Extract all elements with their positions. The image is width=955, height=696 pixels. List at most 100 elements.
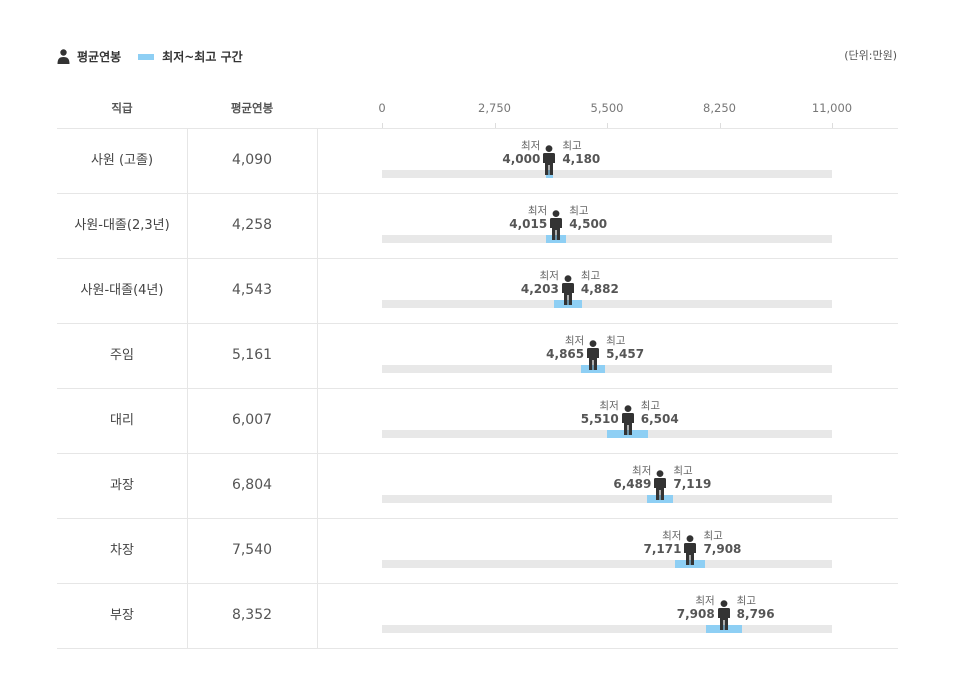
max-value: 4,500 bbox=[569, 217, 608, 231]
max-value: 7,908 bbox=[703, 542, 742, 556]
grade-cell: 대리 bbox=[110, 413, 134, 428]
min-value: 7,171 bbox=[643, 542, 682, 556]
range-track bbox=[382, 170, 832, 178]
min-value: 4,015 bbox=[509, 217, 548, 231]
grade-cell: 과장 bbox=[110, 478, 134, 493]
row-divider bbox=[57, 388, 898, 389]
avg-salary-cell: 4,090 bbox=[231, 152, 273, 168]
x-tick-mark bbox=[495, 123, 496, 129]
min-label: 최저 bbox=[527, 205, 548, 217]
max-label: 최고 bbox=[640, 400, 661, 412]
avg-salary-cell: 5,161 bbox=[231, 347, 273, 363]
max-value: 4,180 bbox=[562, 152, 601, 166]
min-label: 최저 bbox=[599, 400, 619, 412]
avg-person-marker bbox=[684, 535, 697, 565]
min-label: 최저 bbox=[695, 595, 715, 607]
row-divider bbox=[57, 518, 898, 519]
min-value: 7,908 bbox=[676, 607, 715, 621]
max-label: 최고 bbox=[703, 530, 723, 542]
max-label: 최고 bbox=[736, 595, 756, 607]
avg-person-marker bbox=[550, 210, 563, 240]
min-label: 최저 bbox=[632, 465, 652, 477]
x-tick-mark bbox=[607, 123, 608, 129]
range-track bbox=[382, 235, 832, 243]
range-swatch-icon bbox=[138, 54, 155, 60]
row-divider bbox=[57, 258, 898, 259]
grade-cell: 사원 (고졸) bbox=[90, 153, 154, 168]
range-track bbox=[382, 495, 832, 503]
row-divider bbox=[57, 648, 898, 649]
avg-salary-cell: 8,352 bbox=[231, 607, 273, 623]
row-divider bbox=[57, 323, 898, 324]
max-value: 5,457 bbox=[606, 347, 645, 361]
min-label: 최저 bbox=[539, 270, 559, 282]
range-track bbox=[382, 560, 832, 568]
avg-salary-cell: 6,007 bbox=[231, 412, 273, 428]
max-value: 6,504 bbox=[640, 412, 679, 426]
grade-cell: 차장 bbox=[110, 543, 134, 558]
min-max-range-bar bbox=[553, 300, 582, 308]
grade-cell: 주임 bbox=[110, 348, 134, 363]
min-max-range-bar bbox=[675, 560, 706, 568]
row-divider bbox=[57, 128, 898, 129]
min-label: 최저 bbox=[662, 530, 682, 542]
range-track bbox=[382, 625, 832, 633]
min-label: 최저 bbox=[564, 335, 585, 347]
min-max-range-bar bbox=[647, 495, 674, 503]
range-track bbox=[382, 430, 832, 438]
legend: 평균연봉 최저~최고 구간 bbox=[57, 46, 243, 66]
avg-salary-cell: 6,804 bbox=[231, 477, 273, 493]
avg-person-marker bbox=[654, 470, 667, 500]
grade-cell: 부장 bbox=[110, 608, 134, 623]
header-grade: 직급 bbox=[111, 101, 133, 115]
avg-person-marker bbox=[543, 145, 556, 175]
range-track bbox=[382, 300, 832, 308]
x-tick-label: 8,250 bbox=[703, 101, 736, 115]
unit-label: (단위:만원) bbox=[844, 49, 897, 62]
avg-person-marker bbox=[587, 340, 600, 370]
max-label: 최고 bbox=[673, 465, 693, 477]
person-icon bbox=[57, 48, 70, 64]
row-divider bbox=[57, 583, 898, 584]
x-tick-mark bbox=[832, 123, 833, 129]
column-divider bbox=[317, 128, 318, 648]
min-value: 4,865 bbox=[546, 347, 585, 361]
min-max-range-bar bbox=[705, 625, 742, 633]
x-tick-mark bbox=[382, 123, 383, 129]
max-value: 4,882 bbox=[580, 282, 619, 296]
row-divider bbox=[57, 453, 898, 454]
x-tick-label: 0 bbox=[378, 101, 386, 115]
max-label: 최고 bbox=[562, 140, 582, 152]
min-max-range-bar bbox=[546, 235, 567, 243]
max-value: 7,119 bbox=[673, 477, 712, 491]
avg-salary-cell: 4,543 bbox=[231, 282, 273, 298]
header-avg: 평균연봉 bbox=[230, 101, 274, 115]
grade-cell: 사원-대졸(2,3년) bbox=[74, 218, 170, 233]
column-divider bbox=[187, 128, 188, 648]
min-label: 최저 bbox=[521, 140, 541, 152]
max-label: 최고 bbox=[569, 205, 589, 217]
avg-person-marker bbox=[561, 275, 574, 305]
min-value: 4,000 bbox=[502, 152, 541, 166]
max-label: 최고 bbox=[580, 270, 601, 282]
x-tick-label: 11,000 bbox=[811, 101, 853, 115]
max-value: 8,796 bbox=[736, 607, 775, 621]
min-max-range-bar bbox=[545, 170, 553, 178]
x-tick-label: 5,500 bbox=[590, 101, 624, 115]
range-track bbox=[382, 365, 832, 373]
x-tick-label: 2,750 bbox=[478, 101, 511, 115]
x-tick-mark bbox=[720, 123, 721, 129]
grade-cell: 사원-대졸(4년) bbox=[80, 283, 164, 298]
min-value: 4,203 bbox=[520, 282, 559, 296]
max-label: 최고 bbox=[606, 335, 626, 347]
min-max-range-bar bbox=[581, 365, 606, 373]
avg-person-marker bbox=[621, 405, 634, 435]
avg-salary-cell: 4,258 bbox=[231, 217, 273, 233]
avg-salary-cell: 7,540 bbox=[231, 542, 273, 558]
min-value: 6,489 bbox=[613, 477, 652, 491]
legend-avg-label: 평균연봉 bbox=[77, 49, 122, 64]
min-value: 5,510 bbox=[580, 412, 619, 426]
avg-person-marker bbox=[717, 600, 730, 630]
row-divider bbox=[57, 193, 898, 194]
legend-range-label: 최저~최고 구간 bbox=[162, 49, 243, 64]
